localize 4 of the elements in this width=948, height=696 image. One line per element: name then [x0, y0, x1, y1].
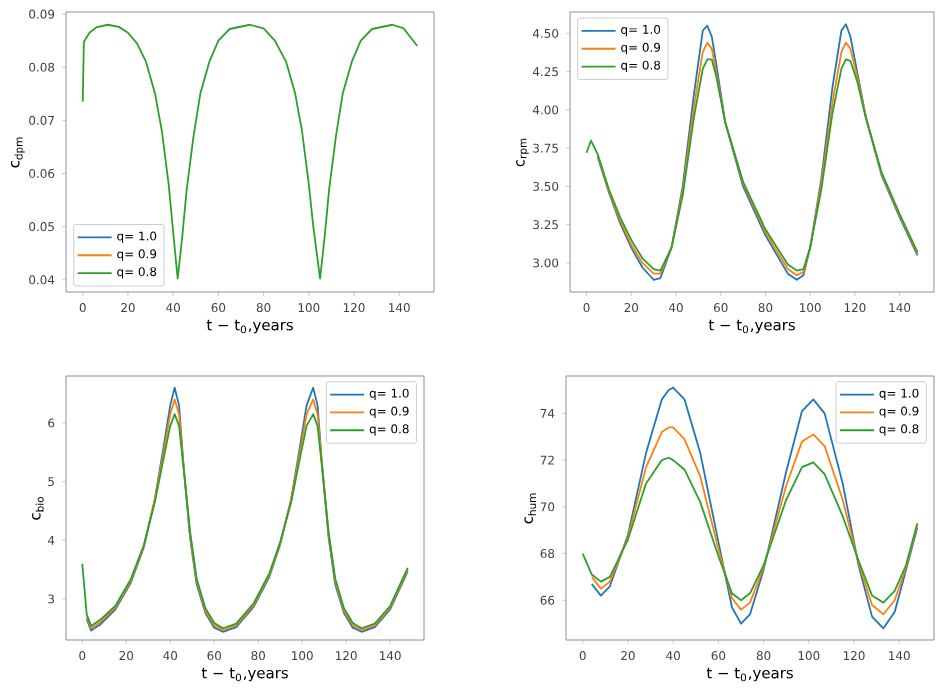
line-series [590, 426, 919, 616]
line-series [590, 386, 919, 630]
line-series [581, 456, 919, 604]
line-series [81, 23, 419, 280]
